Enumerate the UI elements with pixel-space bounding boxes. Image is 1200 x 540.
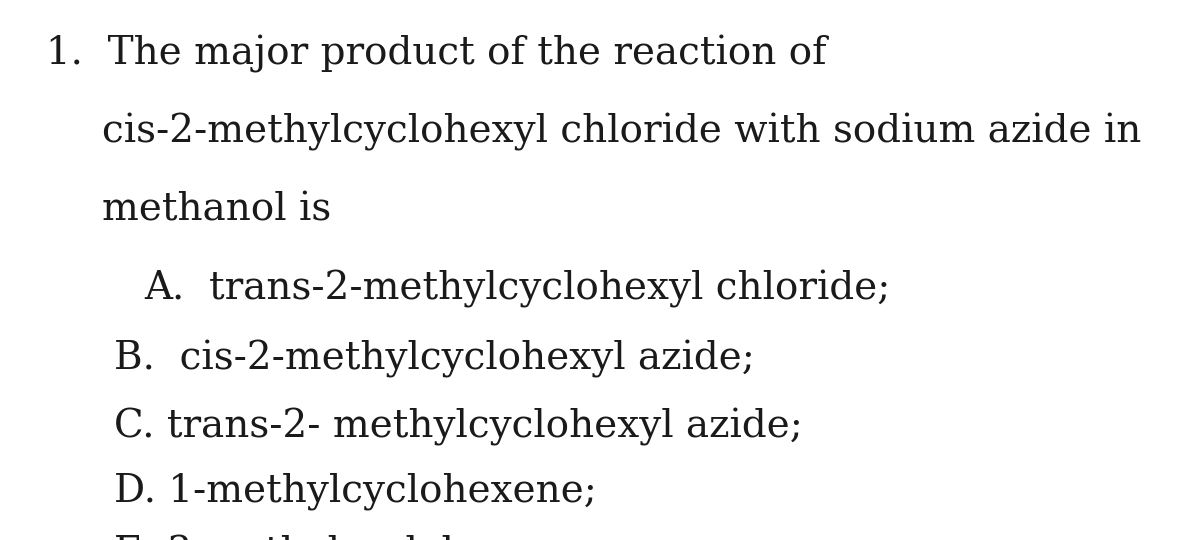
Text: 1.  The major product of the reaction of: 1. The major product of the reaction of [46, 35, 826, 73]
Text: D. 1-methylcyclohexene;: D. 1-methylcyclohexene; [114, 472, 596, 510]
Text: B.  cis-2-methylcyclohexyl azide;: B. cis-2-methylcyclohexyl azide; [114, 340, 755, 378]
Text: C. trans-2- methylcyclohexyl azide;: C. trans-2- methylcyclohexyl azide; [114, 408, 803, 445]
Text: methanol is: methanol is [102, 192, 331, 229]
Text: cis-2-methylcyclohexyl chloride with sodium azide in: cis-2-methylcyclohexyl chloride with sod… [102, 113, 1141, 151]
Text: E. 3-methylcyclohexene.: E. 3-methylcyclohexene. [114, 535, 595, 540]
Text: A.  trans-2-methylcyclohexyl chloride;: A. trans-2-methylcyclohexyl chloride; [144, 270, 890, 308]
